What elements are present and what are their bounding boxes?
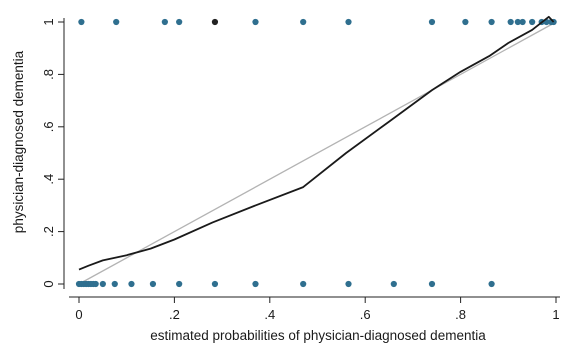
observed-point-0 (488, 280, 495, 288)
observed-point-highlight (211, 18, 219, 26)
x-tick-label: .2 (169, 307, 180, 322)
observed-point-1 (519, 18, 526, 26)
observed-point-1 (345, 18, 352, 26)
observed-point-1 (428, 18, 436, 26)
observed-point-0 (252, 280, 259, 288)
observed-point-1 (113, 18, 120, 26)
plot-area (75, 15, 557, 288)
observed-point-0 (300, 280, 307, 288)
y-tick-label: .2 (41, 226, 56, 237)
observed-point-1 (300, 18, 307, 26)
observed-point-1 (176, 18, 183, 26)
y-tick-label: .6 (41, 121, 56, 132)
observed-point-0 (390, 280, 397, 288)
x-tick-label: .8 (455, 307, 466, 322)
observed-point-0 (99, 280, 106, 288)
observed-point-1 (514, 18, 521, 26)
y-axis-label: physician-diagnosed dementia (11, 50, 26, 233)
observed-point-1 (507, 18, 514, 26)
x-tick-label: .6 (360, 307, 371, 322)
observed-point-1 (488, 18, 495, 26)
x-tick-label: 0 (75, 307, 82, 322)
observed-point-0 (345, 280, 352, 288)
x-axis-label: estimated probabilities of physician-dia… (150, 328, 486, 343)
y-tick-label: 1 (41, 18, 56, 25)
y-tick-label: .4 (41, 174, 56, 185)
x-tick-label: .4 (264, 307, 275, 322)
y-tick-label: .8 (41, 69, 56, 80)
observed-point-1 (161, 18, 168, 26)
observed-point-0 (128, 280, 135, 288)
reference-line (78, 21, 557, 285)
axes: 0 .2 .4 .6 .8 1 0 .2 .4 .6 .8 1 (41, 18, 560, 322)
observed-point-0 (92, 280, 99, 288)
observed-point-1 (78, 18, 85, 26)
y-tick-label: 0 (41, 280, 56, 287)
observed-point-0 (176, 280, 183, 288)
smoothed-curve (78, 15, 555, 271)
observed-point-0 (211, 280, 219, 288)
observed-point-1 (529, 18, 536, 26)
observed-point-0 (149, 280, 157, 288)
observed-point-0 (111, 280, 118, 288)
observed-point-0 (428, 280, 436, 288)
observed-point-1 (252, 18, 259, 26)
observed-point-1 (462, 18, 469, 26)
x-tick-label: 1 (552, 307, 559, 322)
